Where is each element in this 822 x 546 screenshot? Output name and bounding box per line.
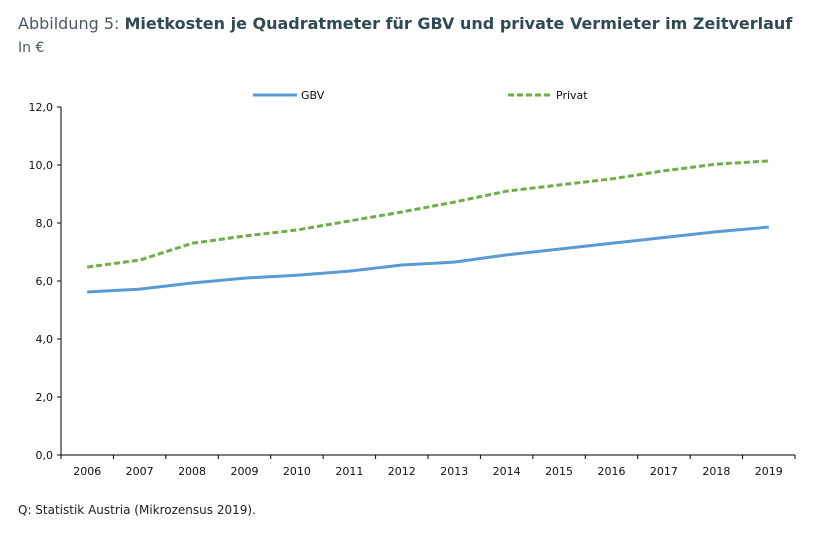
- series-line-privat: [87, 159, 769, 269]
- y-tick-label: 12,0: [29, 101, 54, 114]
- x-tick-label: 2010: [283, 465, 311, 478]
- title-prefix: Abbildung 5:: [18, 14, 120, 33]
- chart-subtitle: In €: [18, 40, 45, 56]
- x-tick-label: 2013: [440, 465, 468, 478]
- x-tick-label: 2006: [73, 465, 101, 478]
- legend-label-gbv: GBV: [301, 89, 325, 102]
- legend-label-privat: Privat: [556, 89, 588, 102]
- x-tick-label: 2008: [178, 465, 206, 478]
- y-tick-label: 10,0: [29, 159, 54, 172]
- x-tick-label: 2007: [126, 465, 154, 478]
- y-tick-label: 6,0: [36, 275, 54, 288]
- source-note: Q: Statistik Austria (Mikrozensus 2019).: [18, 503, 256, 517]
- x-tick-label: 2017: [650, 465, 678, 478]
- title-main: Mietkosten je Quadratmeter für GBV und p…: [124, 14, 793, 33]
- x-tick-label: 2016: [598, 465, 626, 478]
- chart-title: Abbildung 5: Mietkosten je Quadratmeter …: [18, 14, 792, 33]
- x-tick-label: 2018: [702, 465, 730, 478]
- y-tick-label: 4,0: [36, 333, 54, 346]
- x-tick-label: 2014: [493, 465, 521, 478]
- x-tick-label: 2015: [545, 465, 573, 478]
- x-tick-label: 2011: [335, 465, 363, 478]
- y-tick-label: 8,0: [36, 217, 54, 230]
- y-tick-label: 0,0: [36, 449, 54, 462]
- x-tick-label: 2009: [231, 465, 259, 478]
- x-tick-label: 2019: [755, 465, 783, 478]
- series-line-gbv: [87, 225, 769, 294]
- x-tick-label: 2012: [388, 465, 416, 478]
- y-tick-label: 2,0: [36, 391, 54, 404]
